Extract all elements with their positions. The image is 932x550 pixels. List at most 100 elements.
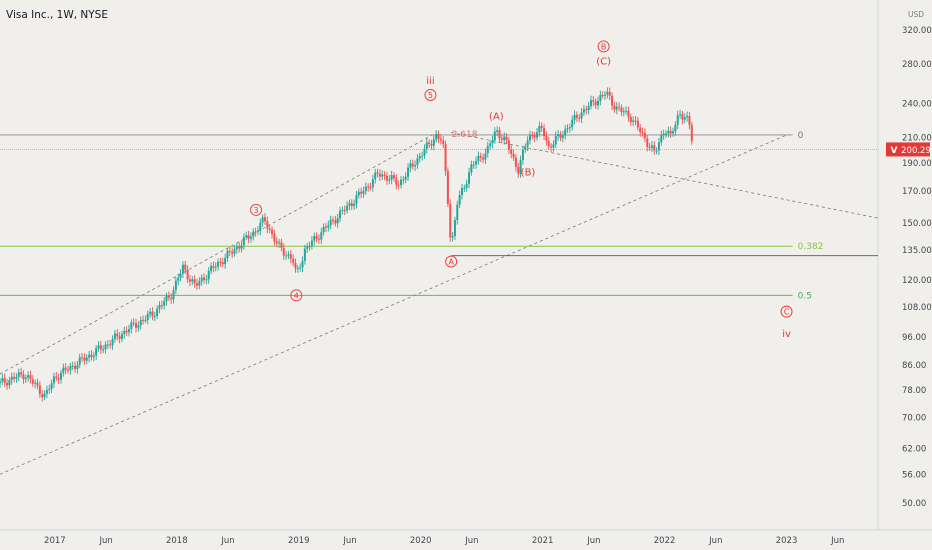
price-tick-label: 320.00	[902, 26, 932, 36]
candle-body	[545, 136, 548, 141]
candle-body	[41, 394, 44, 398]
price-tick-label: 120.00	[902, 276, 932, 286]
candle-body	[416, 158, 419, 166]
candle-body	[540, 125, 543, 128]
candle-body	[425, 142, 428, 149]
candle-body	[214, 266, 217, 268]
time-tick-label: Jun	[830, 536, 844, 546]
candle-body	[500, 138, 503, 141]
candle-body	[139, 319, 142, 326]
candle-body	[327, 225, 330, 228]
candle-body	[400, 179, 403, 186]
candle-body	[681, 114, 684, 120]
candle-body	[676, 115, 679, 125]
price-tick-label: 96.00	[902, 333, 926, 343]
candle-body	[102, 349, 105, 351]
candle-body	[388, 179, 391, 181]
wave-label: 3	[254, 206, 259, 215]
candle-body	[589, 100, 592, 107]
candle-body	[554, 136, 557, 145]
candle-body	[559, 134, 562, 138]
candle-body	[245, 235, 248, 238]
price-tick-label: 150.00	[902, 219, 932, 229]
candle-body	[106, 344, 109, 346]
candle-body	[449, 203, 452, 238]
candle-body	[238, 246, 241, 249]
currency-label: USD	[908, 10, 924, 19]
candle-body	[45, 389, 48, 394]
candle-body	[491, 140, 494, 144]
candle-body	[163, 301, 166, 306]
candle-body	[332, 219, 335, 221]
candle-body	[486, 146, 489, 154]
candle-body	[667, 130, 670, 134]
candle-body	[371, 179, 374, 188]
wave-label: 5	[428, 91, 433, 100]
candle-body	[74, 365, 77, 369]
candle-body	[252, 231, 255, 237]
candle-body	[38, 385, 41, 395]
candle-body	[278, 242, 281, 244]
candle-body	[465, 183, 468, 188]
candle-body	[104, 344, 107, 350]
candle-body	[672, 131, 675, 134]
candle-body	[188, 279, 191, 282]
wave-label: iii	[426, 76, 434, 87]
candle-body	[57, 377, 60, 380]
candle-body	[435, 133, 438, 140]
time-tick-label: 2018	[166, 536, 188, 546]
candle-body	[111, 339, 114, 346]
candle-body	[437, 133, 440, 139]
candle-body	[369, 187, 372, 189]
candle-body	[200, 277, 203, 282]
candle-body	[451, 236, 454, 238]
candle-body	[306, 246, 309, 249]
candle-body	[179, 273, 182, 278]
time-tick-label: Jun	[464, 536, 478, 546]
candle-body	[601, 95, 604, 97]
candle-body	[15, 376, 18, 379]
candle-body	[355, 195, 358, 204]
candle-body	[324, 226, 327, 228]
candle-body	[259, 222, 262, 231]
candle-body	[275, 241, 278, 244]
candle-body	[76, 364, 79, 369]
candle-body	[217, 261, 220, 267]
candle-body	[524, 146, 527, 150]
candle-body	[266, 221, 269, 229]
candle-body	[203, 277, 206, 280]
candle-body	[88, 354, 91, 358]
candle-body	[350, 203, 353, 207]
candle-body	[120, 334, 123, 339]
candle-body	[3, 378, 6, 383]
candle-body	[552, 144, 555, 148]
candle-body	[606, 91, 609, 95]
candle-body	[531, 135, 534, 137]
candle-body	[594, 101, 597, 106]
price-tick-label: 108.00	[902, 303, 932, 313]
candle-body	[48, 388, 51, 390]
candle-body	[573, 114, 576, 120]
candle-body	[561, 135, 564, 138]
wave-label: (C)	[596, 56, 611, 67]
candle-body	[634, 120, 637, 122]
candle-body	[31, 379, 34, 384]
time-tick-label: 2019	[288, 536, 310, 546]
candle-body	[64, 367, 67, 370]
candle-body	[636, 120, 639, 128]
candle-body	[285, 255, 288, 257]
candle-body	[496, 130, 499, 132]
price-tick-label: 210.00	[902, 133, 932, 143]
candle-body	[271, 229, 274, 234]
candle-body	[153, 316, 156, 318]
time-tick-label: Jun	[708, 536, 722, 546]
candle-body	[343, 209, 346, 211]
candle-body	[650, 145, 653, 148]
candle-body	[341, 209, 344, 211]
candle-body	[198, 281, 201, 286]
candle-body	[310, 240, 313, 247]
wave-label-circle	[445, 255, 458, 268]
candle-body	[29, 375, 32, 380]
